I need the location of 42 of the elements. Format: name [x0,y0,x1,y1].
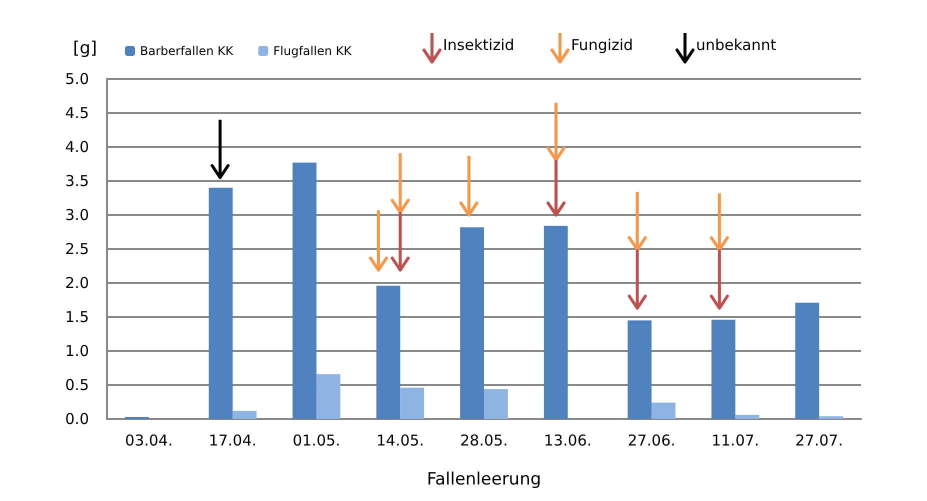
bar [232,410,257,419]
bar [316,374,340,419]
text: Fungizid [571,36,634,54]
y-tick-label: 2.5 [65,240,89,258]
bar [819,416,843,419]
bar [460,227,484,419]
x-tick-label: 27.07. [795,432,843,450]
legend-label: Barberfallen KK [140,44,234,58]
y-tick-label: 3.5 [65,172,89,190]
y-tick-label: 5.0 [65,70,89,88]
bar [795,302,820,419]
bar [292,162,316,419]
bar [544,226,568,419]
text: Insektizid [443,36,514,54]
bar [484,389,508,419]
bar [400,388,424,419]
legend-label: Flugfallen KK [273,44,353,58]
x-tick-label: 13.06. [544,432,592,450]
x-tick-label: 17.04. [208,432,257,450]
x-tick-label: 03.04. [125,432,173,450]
bar [376,286,400,419]
bar [628,320,652,419]
y-axis-title: [g] [72,38,97,58]
text: unbekannt [696,36,776,54]
y-tick-label: 4.5 [65,104,89,122]
bar [208,188,233,419]
y-tick-label: 2.0 [65,274,89,292]
bar [735,414,760,419]
y-tick-label: 1.5 [65,308,89,326]
y-tick-label: 4.0 [65,138,89,156]
y-tick-label: 1.0 [65,342,89,360]
x-tick-label: 11.07. [711,432,760,450]
bar [652,402,676,419]
x-tick-label: 28.05. [460,432,508,450]
y-tick-label: 0.0 [65,410,89,428]
y-tick-label: 0.5 [65,376,89,394]
x-axis-title: Fallenleerung [426,470,542,490]
x-tick-label: 14.05. [376,432,424,450]
y-tick-label: 3.0 [65,206,89,224]
bar [711,320,736,419]
x-tick-label: 01.05. [292,432,340,450]
x-tick-label: 27.06. [628,432,676,450]
